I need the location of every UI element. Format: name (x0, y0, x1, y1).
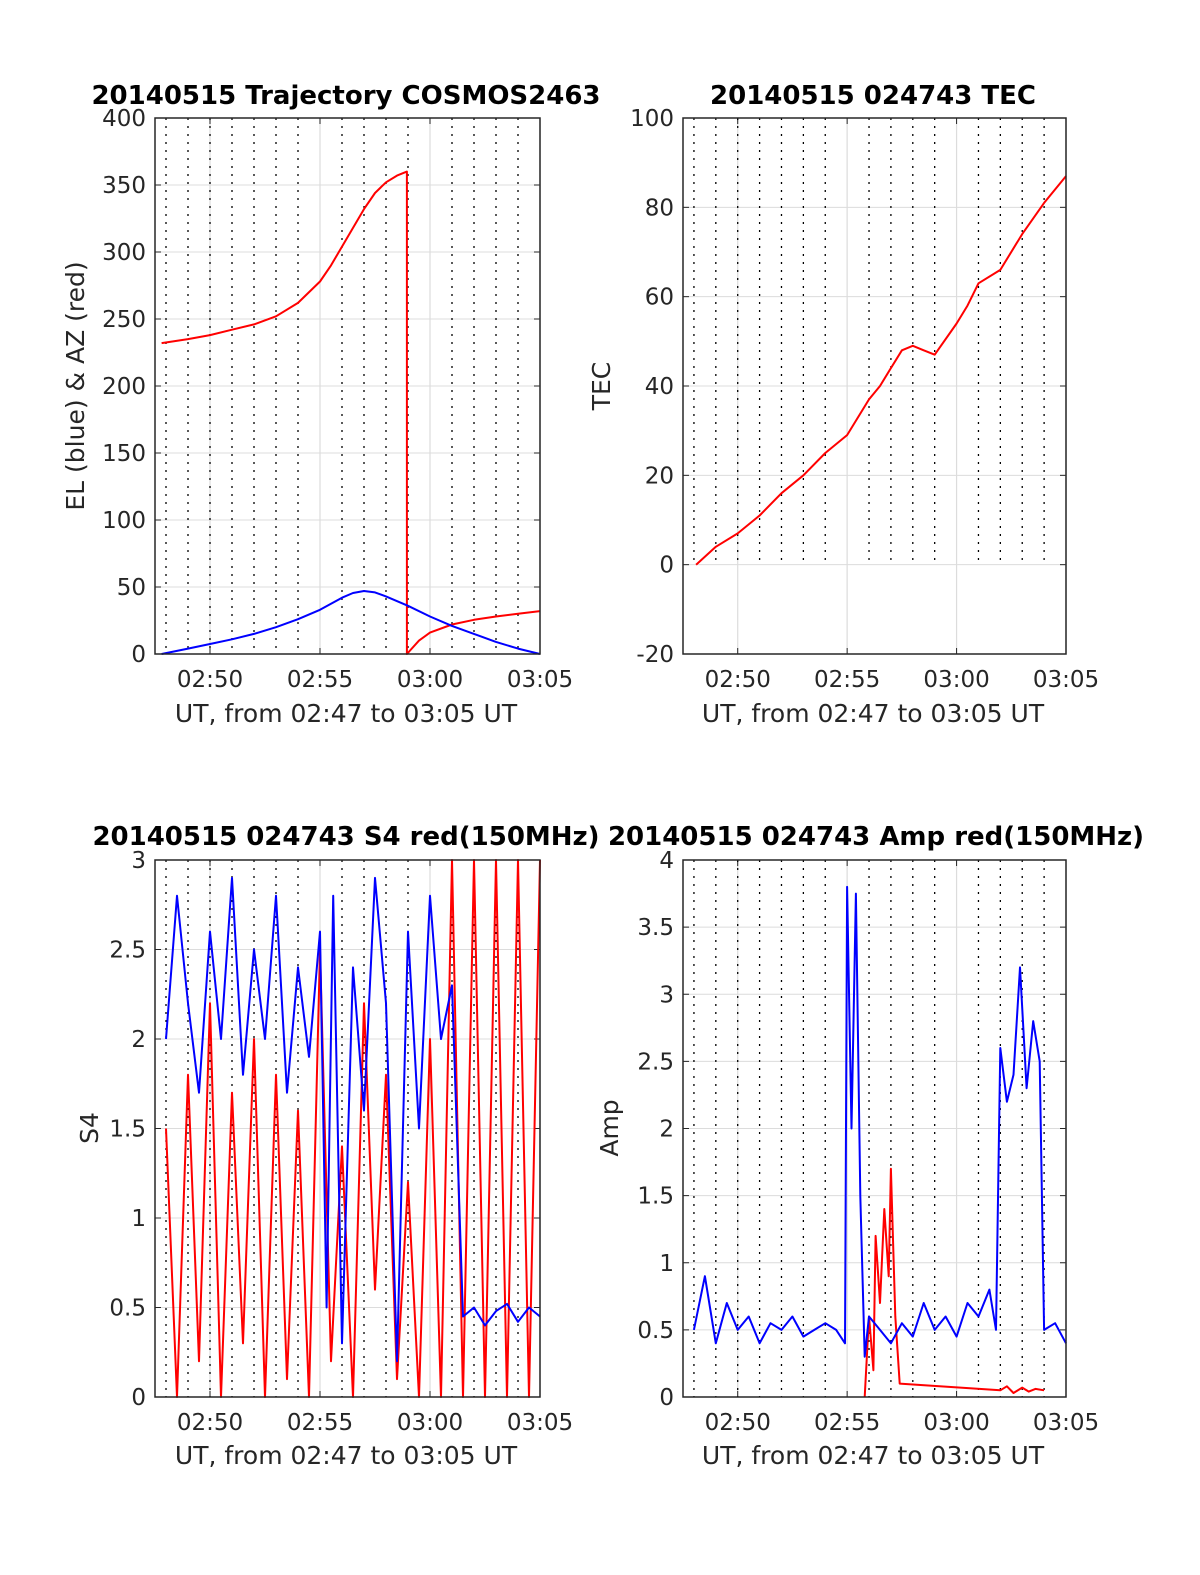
y-tick-label: 0 (131, 642, 146, 668)
panel-title: 20140515 024743 S4 red(150MHz) (92, 822, 599, 852)
x-tick-label: 02:55 (287, 1410, 353, 1436)
y-tick-label: 80 (645, 195, 674, 221)
y-tick-label: 300 (102, 240, 146, 266)
y-tick-label: 20 (645, 463, 674, 489)
x-axis-label: UT, from 02:47 to 03:05 UT (702, 699, 1045, 728)
y-tick-label: 3.5 (637, 915, 674, 941)
y-tick-label: 150 (102, 441, 146, 467)
tec-panel: 20140515 024743 TEC TEC UT, from 02:47 t… (587, 81, 1099, 728)
y-tick-label: 400 (102, 106, 146, 132)
x-tick-label: 03:05 (1033, 667, 1099, 693)
y-tick-label: 2 (659, 1117, 674, 1143)
y-tick-label: 3 (131, 848, 146, 874)
y-tick-label: 0.5 (109, 1296, 146, 1322)
y-axis-label: TEC (587, 362, 616, 412)
y-tick-label: 0.5 (637, 1318, 674, 1344)
x-tick-label: 03:05 (507, 667, 573, 693)
y-tick-label: 4 (659, 848, 674, 874)
blue-series-line (165, 876, 541, 1363)
panel-title: 20140515 024743 TEC (710, 81, 1036, 111)
y-tick-label: 60 (645, 285, 674, 311)
x-tick-label: 02:55 (287, 667, 353, 693)
y-tick-label: 0 (659, 1385, 674, 1411)
x-axis-label: UT, from 02:47 to 03:05 UT (702, 1441, 1045, 1470)
x-axis-label: UT, from 02:47 to 03:05 UT (175, 1441, 518, 1470)
y-axis-label: S4 (75, 1112, 104, 1144)
y-tick-label: 0 (659, 553, 674, 579)
amp-panel: 20140515 024743 Amp red(150MHz) Amp UT, … (595, 822, 1144, 1470)
y-axis-label: EL (blue) & AZ (red) (61, 261, 90, 510)
y-tick-label: 250 (102, 307, 146, 333)
y-tick-label: 1 (659, 1251, 674, 1277)
trajectory-panel: 20140515 Trajectory COSMOS2463 EL (blue)… (61, 81, 601, 728)
x-tick-label: 03:05 (507, 1410, 573, 1436)
x-tick-label: 03:00 (397, 1410, 463, 1436)
blue-series-line (692, 885, 1067, 1358)
y-tick-label: 100 (102, 508, 146, 534)
y-tick-label: 200 (102, 374, 146, 400)
y-tick-label: 1.5 (637, 1184, 674, 1210)
panel-title: 20140515 Trajectory COSMOS2463 (91, 81, 600, 111)
red-series-line (863, 1167, 1045, 1398)
x-tick-label: 02:50 (177, 1410, 243, 1436)
axes-frame (682, 859, 1067, 1398)
y-tick-label: 2.5 (637, 1049, 674, 1075)
blue-series-line (161, 590, 541, 655)
y-tick-label: -20 (636, 642, 674, 668)
y-tick-label: 1 (131, 1206, 146, 1232)
y-tick-label: 1.5 (109, 1117, 146, 1143)
x-tick-label: 02:50 (705, 1410, 771, 1436)
x-tick-label: 02:50 (705, 667, 771, 693)
y-tick-label: 350 (102, 173, 146, 199)
y-tick-label: 40 (645, 374, 674, 400)
x-tick-label: 03:00 (397, 667, 463, 693)
x-tick-label: 02:55 (814, 1410, 880, 1436)
axes-frame (154, 117, 541, 655)
x-axis-label: UT, from 02:47 to 03:05 UT (175, 699, 518, 728)
x-tick-label: 02:50 (177, 667, 243, 693)
axes-frame (682, 117, 1067, 655)
s4-panel: 20140515 024743 S4 red(150MHz) S4 UT, fr… (75, 822, 600, 1470)
red-series-line (161, 170, 541, 655)
y-tick-label: 2 (131, 1027, 146, 1053)
red-series-line (695, 175, 1067, 566)
y-tick-label: 2.5 (109, 938, 146, 964)
x-tick-label: 03:00 (923, 1410, 989, 1436)
x-tick-label: 03:05 (1033, 1410, 1099, 1436)
panel-title: 20140515 024743 Amp red(150MHz) (608, 822, 1144, 852)
y-tick-label: 50 (117, 575, 146, 601)
y-tick-label: 3 (659, 982, 674, 1008)
axes-frame (154, 859, 541, 1398)
y-tick-label: 100 (630, 106, 674, 132)
x-tick-label: 03:00 (923, 667, 989, 693)
y-axis-label: Amp (595, 1099, 624, 1156)
y-tick-label: 0 (131, 1385, 146, 1411)
x-tick-label: 02:55 (814, 667, 880, 693)
